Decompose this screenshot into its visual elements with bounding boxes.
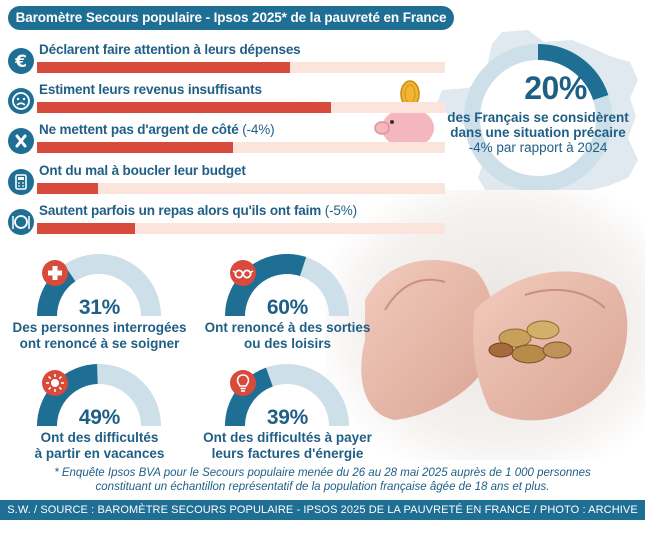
euro-icon: € bbox=[8, 48, 34, 74]
gauge-caption: Des personnes interrogées ont renoncé à s… bbox=[2, 320, 197, 352]
bar-label: Ne mettent pas d'argent de côté (-4%) bbox=[39, 122, 275, 137]
bar-label: Estiment leurs revenus insuffisants bbox=[39, 82, 262, 97]
bar-track bbox=[37, 142, 445, 153]
gauge-arc bbox=[225, 254, 349, 317]
bar-value-label: 15% bbox=[56, 181, 86, 197]
precarious-description: des Français se considèrent dans une sit… bbox=[432, 110, 644, 155]
bar-note: (-4%) bbox=[238, 122, 275, 137]
calculator-icon bbox=[8, 169, 34, 195]
precarious-percentage: 20% bbox=[524, 70, 587, 106]
france-map bbox=[436, 30, 638, 218]
hands-coins-photo bbox=[325, 190, 645, 460]
bar-track bbox=[37, 62, 445, 73]
gauge-caption-line-1: Ont renoncé à des sorties bbox=[204, 320, 371, 335]
gauge-caption-line-2: leurs factures d'énergie bbox=[211, 446, 364, 461]
lightbulb-icon bbox=[230, 370, 256, 396]
footnote-line-2: constituant un échantillon représentatif… bbox=[95, 481, 550, 493]
bar-note: (-5%) bbox=[321, 203, 357, 218]
page-title: Baromètre Secours populaire - Ipsos 2025… bbox=[8, 6, 454, 30]
gauge: 49% Ont des difficultés à partir en vacanc… bbox=[12, 364, 187, 476]
bar-value-label: 72% bbox=[289, 100, 319, 116]
bar-row: Ont du mal à boucler leur budget 15% bbox=[0, 163, 445, 207]
svg-text:€: € bbox=[14, 52, 27, 72]
gauge-caption: Ont renoncé à des sorties ou des loisirs bbox=[190, 320, 385, 352]
precarious-line-2: dans une situation précaire bbox=[450, 125, 626, 140]
gauge-caption-line-2: à partir en vacances bbox=[34, 446, 165, 461]
gauge-value-arc bbox=[225, 254, 307, 317]
gauge-caption-line-1: Ont des difficultés à payer bbox=[203, 430, 372, 445]
gauge-percentage: 60% bbox=[266, 296, 309, 319]
precarious-change: -4% par rapport à 2024 bbox=[468, 140, 608, 155]
footnote: * Enquête Ipsos BVA pour le Secours popu… bbox=[0, 466, 645, 494]
bar bbox=[37, 142, 233, 153]
gauge-caption-line-2: ou des loisirs bbox=[243, 336, 332, 351]
bar-row: Estiment leurs revenus insuffisants 72% bbox=[0, 82, 445, 126]
bar-value-label: 48% bbox=[191, 140, 221, 156]
gauge-percentage: 31% bbox=[78, 296, 121, 319]
sun-icon bbox=[42, 370, 68, 396]
bar-track bbox=[37, 183, 445, 194]
bar-label: Ont du mal à boucler leur budget bbox=[39, 163, 246, 178]
gauge-percentage: 39% bbox=[266, 406, 309, 429]
bar bbox=[37, 102, 331, 113]
bar-value-label: 62% bbox=[248, 60, 278, 76]
bar bbox=[37, 223, 135, 234]
bar-track bbox=[37, 102, 445, 113]
precarious-line-1: des Français se considèrent bbox=[447, 110, 629, 125]
gauge: 31% Des personnes interrogées ont renoncé … bbox=[12, 254, 187, 366]
footnote-line-1: * Enquête Ipsos BVA pour le Secours popu… bbox=[54, 467, 591, 479]
bar-row: € Déclarent faire attention à leurs dépen… bbox=[0, 42, 445, 86]
medical-cross-icon bbox=[42, 260, 68, 286]
bar-label: Déclarent faire attention à leurs dépens… bbox=[39, 42, 301, 57]
credits-footer: S.W. / SOURCE : BAROMÈTRE SECOURS POPULA… bbox=[0, 500, 645, 536]
bar-label: Sautent parfois un repas alors qu'ils on… bbox=[39, 203, 357, 218]
gauge-caption-line-1: Ont des difficultés bbox=[40, 430, 159, 445]
gauge: 39% Ont des difficultés à payer leurs fact… bbox=[200, 364, 375, 476]
bar bbox=[37, 62, 290, 73]
plate-icon bbox=[8, 209, 34, 235]
cross-icon bbox=[8, 128, 34, 154]
gauge-arc bbox=[225, 364, 349, 427]
bar-track bbox=[37, 223, 445, 234]
bar-row: Sautent parfois un repas alors qu'ils on… bbox=[0, 203, 445, 247]
gauge: 60% Ont renoncé à des sorties ou des loisi… bbox=[200, 254, 375, 366]
bar bbox=[37, 183, 98, 194]
gauge-caption-line-2: ont renoncé à se soigner bbox=[19, 336, 180, 351]
gauge-caption: Ont des difficultés à payer leurs facture… bbox=[190, 430, 385, 462]
gauge-caption: Ont des difficultés à partir en vacances bbox=[2, 430, 197, 462]
sad-face-icon bbox=[8, 88, 34, 114]
gauge-percentage: 49% bbox=[78, 406, 121, 429]
gauge-value-arc bbox=[225, 367, 274, 427]
bar-value-label: 24% bbox=[93, 221, 123, 237]
gauge-caption-line-1: Des personnes interrogées bbox=[12, 320, 187, 335]
bar-row: Ne mettent pas d'argent de côté (-4%) 48% bbox=[0, 122, 445, 166]
glasses-icon bbox=[230, 260, 256, 286]
